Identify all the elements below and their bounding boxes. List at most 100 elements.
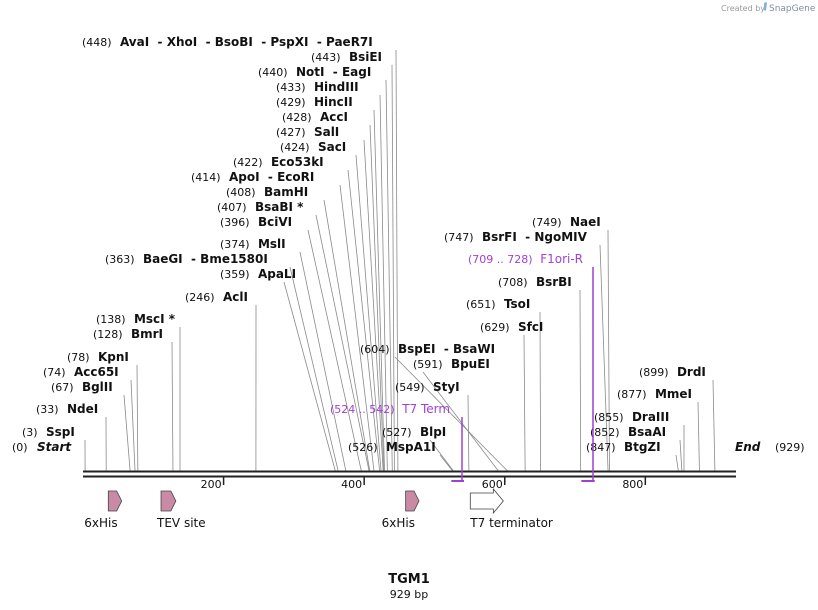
feature-arrow[interactable] <box>469 487 504 515</box>
site-bsrfi[interactable]: (747) BsrFI - NgoMIV <box>444 230 588 244</box>
site-label[interactable]: (363) BaeGI - Bme1580I <box>105 252 268 266</box>
site-label[interactable]: (440) NotI - EagI <box>258 65 371 79</box>
site-label[interactable]: (407) BsaBI * <box>217 200 304 214</box>
enzyme-name[interactable]: TsoI <box>496 297 531 311</box>
enzyme-name[interactable]: ApaLI <box>250 267 296 281</box>
enzyme-name[interactable]: BmrI <box>123 327 163 341</box>
enzyme-name[interactable]: BsaAI <box>620 425 667 439</box>
site-label[interactable]: (526) MspA1I <box>348 440 436 454</box>
site-mspa1i[interactable]: (526) MspA1I <box>348 440 436 454</box>
site-label[interactable]: (899) DrdI <box>639 365 706 379</box>
site-label[interactable]: (629) SfcI <box>480 320 543 334</box>
site-label[interactable]: (414) ApoI - EcoRI <box>191 170 314 184</box>
site-noti[interactable]: (440) NotI - EagI <box>258 65 371 79</box>
enzyme-name[interactable]: NdeI <box>59 402 99 416</box>
feature-6xhis[interactable]: 6xHis <box>84 490 123 530</box>
site-label[interactable]: (433) HindIII <box>276 80 359 94</box>
site-label[interactable]: (128) BmrI <box>93 327 163 341</box>
site-bsabi[interactable]: (407) BsaBI * <box>217 200 304 214</box>
site-bmri[interactable]: (128) BmrI <box>93 327 163 341</box>
site-label[interactable]: (708) BsrBI <box>498 275 572 289</box>
site-bsrbi[interactable]: (708) BsrBI <box>498 275 572 289</box>
site-label[interactable]: (591) BpuEI <box>413 357 490 371</box>
enzyme-name[interactable]: DraIII <box>624 410 670 424</box>
site-label[interactable]: (448) AvaI - XhoI - BsoBI - PspXI - PaeR… <box>82 35 373 49</box>
site-draiii[interactable]: (855) DraIII <box>594 410 669 424</box>
enzyme-name[interactable]: BsoBI <box>215 35 253 49</box>
site-label[interactable]: (852) BsaAI <box>590 425 666 439</box>
feature-arrow[interactable] <box>107 490 123 512</box>
site-btgzi[interactable]: (847) BtgZI <box>586 440 661 454</box>
site-bspei[interactable]: (604) BspEI - BsaWI <box>360 342 495 356</box>
enzyme-name[interactable]: BsiEI <box>341 50 382 64</box>
site-label[interactable]: (428) AccI <box>282 110 348 124</box>
enzyme-name[interactable]: PspXI <box>270 35 308 49</box>
enzyme-name[interactable]: Acc65I <box>66 365 119 379</box>
site-label[interactable]: (396) BciVI <box>220 215 292 229</box>
enzyme-name[interactable]: NotI <box>288 65 325 79</box>
site-hindiii[interactable]: (433) HindIII <box>276 80 359 94</box>
site-bsiei[interactable]: (443) BsiEI <box>311 50 382 64</box>
site-acli[interactable]: (246) AclI <box>185 290 248 304</box>
feature-6xhis[interactable]: 6xHis <box>382 490 420 530</box>
enzyme-name[interactable]: SacI <box>310 140 347 154</box>
site-label[interactable]: (749) NaeI <box>532 215 601 229</box>
site-acc65i[interactable]: (74) Acc65I <box>43 365 119 379</box>
enzyme-name[interactable]: MmeI <box>647 387 692 401</box>
enzyme-name[interactable]: AclI <box>215 290 248 304</box>
site-label[interactable]: (549) StyI <box>395 380 460 394</box>
site-label[interactable]: (604) BspEI - BsaWI <box>360 342 495 356</box>
enzyme-name[interactable]: SspI <box>38 425 75 439</box>
enzyme-name[interactable]: XhoI <box>167 35 198 49</box>
enzyme-name[interactable]: BspEI <box>390 342 436 356</box>
site-msci[interactable]: (138) MscI * <box>96 312 176 326</box>
site-sali[interactable]: (427) SalI <box>276 125 339 139</box>
enzyme-name[interactable]: BpuEI <box>443 357 490 371</box>
start-label[interactable]: Start <box>37 440 72 454</box>
enzyme-name[interactable]: MscI * <box>126 312 176 326</box>
site-label[interactable]: (3) SspI <box>22 425 75 439</box>
site-label[interactable]: (78) KpnI <box>67 350 129 364</box>
site-sspi[interactable]: (3) SspI <box>22 425 75 439</box>
enzyme-name[interactable]: Bme1580I <box>200 252 268 266</box>
site-drdi[interactable]: (899) DrdI <box>639 365 706 379</box>
site-label[interactable]: (138) MscI * <box>96 312 176 326</box>
enzyme-name[interactable]: BsaWI <box>453 342 495 356</box>
site-label[interactable]: (877) MmeI <box>617 387 692 401</box>
site-label[interactable]: (847) BtgZI <box>586 440 661 454</box>
enzyme-name[interactable]: MslI <box>250 237 286 251</box>
enzyme-name[interactable]: BsaBI * <box>247 200 305 214</box>
enzyme-name[interactable]: BsrFI <box>474 230 517 244</box>
site-label[interactable]: (527) BlpI <box>382 425 446 439</box>
site-mmei[interactable]: (877) MmeI <box>617 387 692 401</box>
enzyme-name[interactable]: DrdI <box>669 365 706 379</box>
enzyme-name[interactable]: HincII <box>306 95 353 109</box>
enzyme-name[interactable]: SfcI <box>510 320 544 334</box>
site-kpni[interactable]: (78) KpnI <box>67 350 129 364</box>
site-naei[interactable]: (749) NaeI <box>532 215 601 229</box>
site-label[interactable]: (747) BsrFI - NgoMIV <box>444 230 588 244</box>
site-bcivi[interactable]: (396) BciVI <box>220 215 292 229</box>
enzyme-name[interactable]: BtgZI <box>616 440 661 454</box>
site-baegi[interactable]: (363) BaeGI - Bme1580I <box>105 252 268 266</box>
site-blpi[interactable]: (527) BlpI <box>382 425 446 439</box>
site-ndei[interactable]: (33) NdeI <box>36 402 98 416</box>
site-label[interactable]: (246) AclI <box>185 290 248 304</box>
enzyme-name[interactable]: ApoI <box>221 170 260 184</box>
enzyme-name[interactable]: NaeI <box>562 215 601 229</box>
enzyme-name[interactable]: BlpI <box>412 425 447 439</box>
site-label[interactable]: (422) Eco53kI <box>233 155 324 169</box>
feature-arrow[interactable] <box>160 490 177 512</box>
site-bsaai[interactable]: (852) BsaAI <box>590 425 666 439</box>
primer-label[interactable]: (709 .. 728) F1ori-R <box>468 252 583 266</box>
site-label[interactable]: (443) BsiEI <box>311 50 382 64</box>
site-label[interactable]: (424) SacI <box>280 140 346 154</box>
primer-name[interactable]: F1ori-R <box>533 252 583 266</box>
enzyme-name[interactable]: EagI <box>342 65 371 79</box>
site-bpuei[interactable]: (591) BpuEI <box>413 357 490 371</box>
site-hincii[interactable]: (429) HincII <box>276 95 353 109</box>
site-eco53ki[interactable]: (422) Eco53kI <box>233 155 324 169</box>
feature-tevsite[interactable]: TEV site <box>156 490 206 530</box>
site-label[interactable]: (74) Acc65I <box>43 365 119 379</box>
site-bamhi[interactable]: (408) BamHI <box>226 185 308 199</box>
